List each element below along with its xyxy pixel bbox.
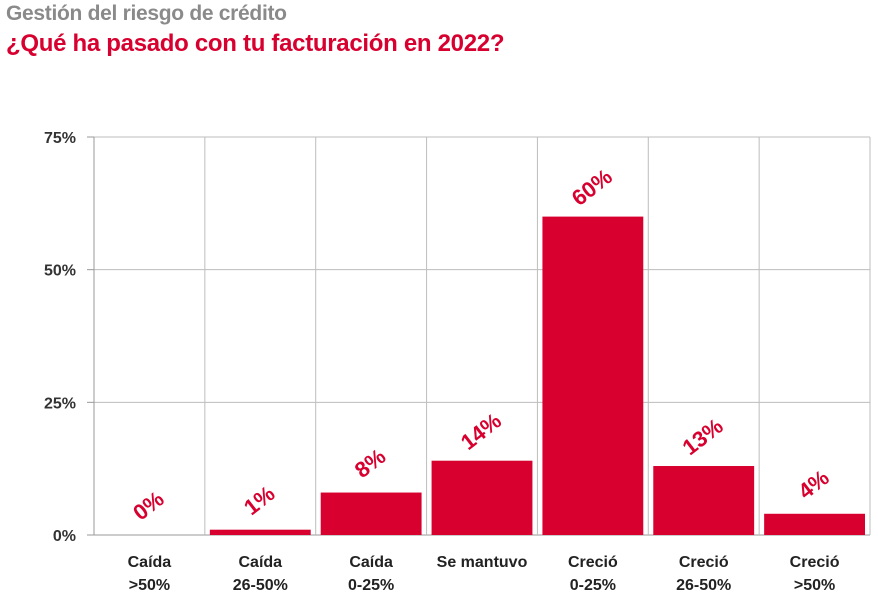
bar	[542, 216, 644, 535]
x-tick-label: Creció 0-25%	[568, 554, 618, 594]
data-label: 8%	[350, 444, 390, 483]
chart-title: ¿Qué ha pasado con tu facturación en 202…	[6, 30, 505, 57]
bar	[209, 529, 311, 535]
x-tick-label: Creció >50%	[790, 554, 840, 594]
data-label: 4%	[793, 465, 833, 504]
x-tick-label: Se mantuvo	[437, 554, 528, 571]
data-label: 0%	[128, 486, 168, 525]
data-label: 60%	[567, 164, 617, 211]
data-label: 1%	[239, 481, 279, 520]
bars	[209, 216, 865, 535]
chart-supertitle: Gestión del riesgo de crédito	[6, 2, 287, 25]
data-label: 13%	[678, 413, 728, 460]
bar	[320, 492, 422, 535]
x-tick-label: Caída 26-50%	[233, 554, 288, 594]
x-tick-label: Creció 26-50%	[676, 554, 731, 594]
x-tick-label: Caída 0-25%	[348, 554, 394, 594]
y-tick-label: 0%	[53, 528, 76, 545]
bar	[653, 466, 755, 535]
y-tick-label: 50%	[44, 263, 76, 280]
bar	[764, 513, 865, 535]
y-axis: 0% 25% 50% 75%	[44, 130, 94, 545]
x-axis: Caída >50% Caída 26-50% Caída 0-25% Se mantuvo…	[128, 554, 840, 594]
data-label: 14%	[456, 408, 506, 455]
x-tick-label: Caída >50%	[128, 554, 172, 594]
y-tick-label: 25%	[44, 395, 76, 412]
bar	[431, 460, 533, 535]
y-tick-label: 75%	[44, 130, 76, 147]
